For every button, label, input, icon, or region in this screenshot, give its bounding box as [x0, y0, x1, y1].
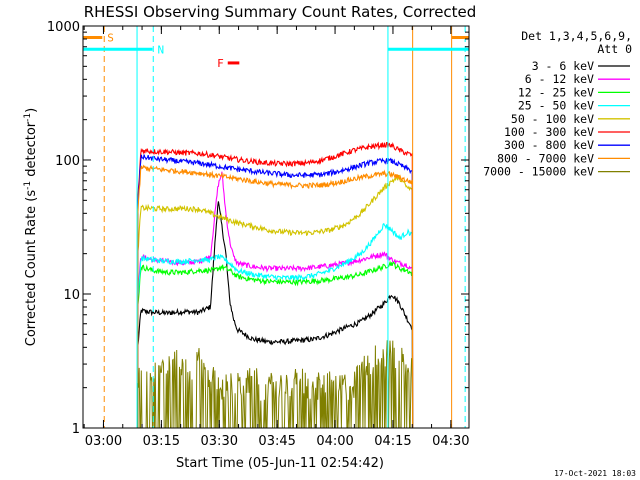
- series-line-8: [137, 164, 414, 429]
- y-tick-label-4: 1000: [47, 20, 80, 35]
- chart-title: RHESSI Observing Summary Count Rates, Co…: [84, 3, 477, 21]
- y-axis-label-mid: detector: [24, 121, 39, 181]
- y-tick-label-1: 1: [72, 422, 80, 437]
- legend-label-3: 12 - 25 keV: [518, 85, 594, 99]
- legend-header-att: Att 0: [597, 42, 632, 56]
- series-line-3: [137, 260, 414, 429]
- x-tick-label-4: 03:45: [258, 434, 295, 449]
- series-line-4: [137, 222, 414, 429]
- legend-header: Det 1,3,4,5,6,9,: [521, 29, 632, 43]
- series-line-6: [137, 141, 414, 429]
- x-tick-label-6: 04:15: [374, 434, 411, 449]
- x-tick-label-7: 04:30: [432, 434, 469, 449]
- y-tick-label-3: 100: [55, 154, 80, 169]
- y-axis-label-sup2: -1: [23, 113, 33, 122]
- x-axis-label: Start Time (05-Jun-11 02:54:42): [176, 456, 384, 471]
- plot-frame: [82, 25, 470, 429]
- legend-label-9: 7000 - 15000 keV: [483, 165, 594, 179]
- x-tick-label-5: 04:00: [316, 434, 353, 449]
- timestamp: 17-Oct-2021 18:03: [554, 469, 636, 478]
- flag-label-5: F: [217, 57, 224, 70]
- y-axis-label-main: Corrected Count Rate (s: [24, 190, 39, 347]
- legend-label-7: 300 - 800 keV: [504, 138, 594, 152]
- x-tick-label-3: 03:30: [201, 434, 238, 449]
- series-line-9: [137, 340, 414, 429]
- x-tick-label-2: 03:15: [143, 434, 180, 449]
- legend-label-5: 50 - 100 keV: [511, 112, 594, 126]
- flag-label-1: S: [107, 32, 114, 45]
- series-line-5: [137, 174, 414, 429]
- y-axis-label-end: ): [24, 108, 39, 113]
- legend-label-8: 800 - 7000 keV: [497, 151, 594, 165]
- series-line-1: [137, 201, 414, 429]
- y-axis-label-sup1: -1: [23, 181, 33, 190]
- legend-label-6: 100 - 300 keV: [504, 125, 594, 139]
- x-tick-label-1: 03:00: [85, 434, 122, 449]
- series-line-7: [137, 154, 414, 429]
- flag-label-3: N: [157, 43, 164, 56]
- legend-label-2: 6 - 12 keV: [525, 72, 594, 86]
- y-axis-label: Corrected Count Rate (s-1 detector-1): [23, 108, 39, 346]
- legend-label-4: 25 - 50 keV: [518, 99, 594, 113]
- y-tick-label-2: 10: [63, 288, 80, 303]
- legend-label-1: 3 - 6 keV: [532, 59, 594, 73]
